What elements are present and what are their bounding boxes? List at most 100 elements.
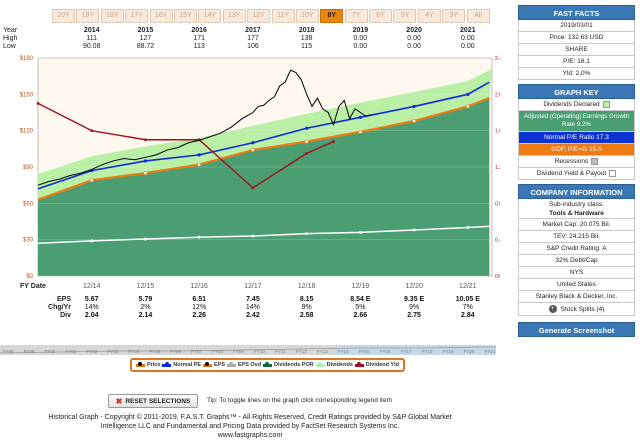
key-dividends-label: Dividends Declared [543, 101, 600, 108]
minimap-selection [336, 345, 496, 355]
dividend-yield-point [144, 138, 147, 142]
period-button-all[interactable]: All [466, 9, 490, 23]
dividend-point [466, 226, 470, 230]
dividends-swatch [602, 101, 610, 108]
dividends-line [37, 225, 490, 245]
period-button-20y[interactable]: 20Y [52, 9, 75, 23]
year-table-low: 0.00 [461, 43, 475, 50]
generate-screenshot-button[interactable]: Generate Screenshot [518, 322, 635, 337]
year-table-high: 0.00 [353, 35, 368, 42]
table-cell-div: 2.04 [84, 312, 99, 319]
price-chart[interactable]: $180 $150 $120 $90 $60 $30 $0 2.4% 2.0% 1.6% 1.2% 0… [0, 52, 500, 284]
y-axis-right-label: 0.8% [495, 201, 500, 207]
year-table-low: 0.00 [353, 43, 368, 50]
normal-pe-point [197, 153, 201, 157]
legend-item-price[interactable]: Price [135, 362, 160, 368]
table-cell-chg: 12% [192, 304, 207, 311]
timeline-minimap[interactable]: FY98 FY99 FY00 FY01 FY02 FY03 FY04 FY05 FY06 FY07… [0, 345, 500, 359]
normal-pe-point [305, 126, 309, 130]
minimap-label: FY11 [275, 349, 286, 354]
key-dividends-declared[interactable]: Dividends Declared [518, 99, 635, 111]
gdf-point [197, 162, 202, 167]
legend-marker [357, 362, 362, 366]
key-recessions[interactable]: Recessions [518, 156, 635, 168]
period-button-18y[interactable]: 18Y [100, 9, 124, 23]
sub-industry-label: Sub-industry class: [549, 201, 604, 208]
y-axis-right-label: 2.4% [495, 56, 500, 62]
footer-copyright-line: Historical Graph - Copyright © 2011-2019… [48, 414, 452, 421]
eps-label: EPS [56, 296, 71, 303]
period-button-11y[interactable]: 11Y [271, 9, 295, 23]
period-button-17y[interactable]: 17Y [125, 9, 149, 23]
table-cell-date: 12/18 [297, 283, 316, 290]
legend-item-dividends[interactable]: Dividends [315, 362, 353, 368]
legend-item-dividend-yld[interactable]: Dividend Yld [354, 362, 399, 368]
legend-swatch [262, 362, 272, 367]
minimap-label: FY05 [149, 349, 160, 354]
period-button-15y[interactable]: 15Y [173, 9, 197, 23]
market-cap: Market Cap: 20.075 Bil. [518, 219, 635, 231]
year-high-low-table: Year High Low 2014 111 90.08 2015 127 88.72 20… [0, 27, 500, 55]
price-line [37, 69, 372, 186]
legend-label: EPS Ovd [237, 362, 262, 368]
legend-item-eps-ovd[interactable]: EPS Ovd [226, 362, 262, 368]
fact-share: SHARE [518, 44, 635, 56]
key-dividend-yield[interactable]: Dividend Yield & Payout [518, 168, 635, 180]
minimap-label: FY98 [3, 349, 14, 354]
graph-key-header: GRAPH KEY [518, 84, 635, 99]
minimap-label: FY14 [338, 349, 349, 354]
dividend-point [197, 235, 201, 239]
year-table-high: 177 [247, 35, 259, 42]
period-button-14y[interactable]: 14Y [198, 9, 222, 23]
key-adjusted-earnings[interactable]: Adjusted (Operating) Earnings Growth Rat… [518, 111, 635, 132]
year-table-low: 115 [301, 43, 313, 50]
period-button-8y[interactable]: 8Y [320, 9, 344, 23]
year-table-year: 2017 [245, 27, 261, 34]
stock-splits[interactable]: + Stock Splits (4) [518, 303, 635, 316]
key-normal-pe[interactable]: Normal P/E Ratio 17.3 [518, 132, 635, 144]
legend-item-eps[interactable]: EPS [202, 362, 225, 368]
year-table-year: 2014 [83, 27, 100, 34]
sidebar: FAST FACTS 2019/03/01 Price: 132.63 USD … [518, 5, 635, 337]
period-button-19y[interactable]: 19Y [76, 9, 100, 23]
table-cell-eps: 10.05 E [455, 296, 480, 303]
dividend-point [412, 228, 416, 232]
recessions-swatch [591, 158, 599, 165]
table-cell-date: 12/15 [136, 283, 155, 290]
key-gdf[interactable]: GDF, P/E=G 15.0 [518, 144, 635, 156]
legend-item-normal-pe[interactable]: Normal PE [162, 362, 201, 368]
stock-splits-label: Stock Splits (4) [560, 305, 605, 313]
period-button-13y[interactable]: 13Y [222, 9, 246, 23]
period-button-10y[interactable]: 10Y [295, 9, 319, 23]
table-cell-chg: 14% [245, 304, 260, 311]
period-button-3y[interactable]: 3Y [442, 9, 466, 23]
reset-selections-button[interactable]: ✖ RESET SELECTIONS [108, 394, 198, 408]
tev: TEV: 24.215 Bil. [518, 231, 635, 243]
footer-website[interactable]: www.fastgraphs.com [217, 432, 283, 439]
legend-label: EPS [213, 362, 225, 368]
fact-date: 2019/03/01 [518, 20, 635, 32]
period-button-7y[interactable]: 7Y [344, 9, 368, 23]
table-cell-date: 12/21 [459, 283, 477, 290]
period-button-4y[interactable]: 4Y [417, 9, 441, 23]
period-button-12y[interactable]: 12Y [247, 9, 271, 23]
reset-label: RESET SELECTIONS [125, 397, 191, 405]
period-button-6y[interactable]: 6Y [369, 9, 393, 23]
y-axis-left-label: $30 [23, 238, 34, 244]
minimap-label: FY09 [233, 349, 244, 354]
chart-legend: Price Normal PE EPS EPS Ovd Dividends POR Div… [130, 358, 405, 372]
gdf-point [358, 129, 363, 134]
key-adjusted-label: Adjusted (Operating) Earnings Growth Rat… [524, 113, 629, 128]
y-axis-right-label: 0.4% [495, 238, 500, 244]
fact-price: Price: 132.63 USD [518, 32, 635, 44]
minimap-curve [0, 346, 496, 354]
period-button-5y[interactable]: 5Y [393, 9, 417, 23]
year-table-year: 2016 [191, 27, 207, 34]
period-button-16y[interactable]: 16Y [149, 9, 173, 23]
dividend-yield-point [36, 102, 40, 105]
year-table-year: 2018 [298, 27, 315, 34]
minimap-label: FY10 [254, 349, 265, 354]
minimap-label: FY04 [128, 349, 139, 354]
legend-item-dividends-por[interactable]: Dividends POR [262, 362, 314, 368]
normal-pe-point [251, 141, 255, 145]
